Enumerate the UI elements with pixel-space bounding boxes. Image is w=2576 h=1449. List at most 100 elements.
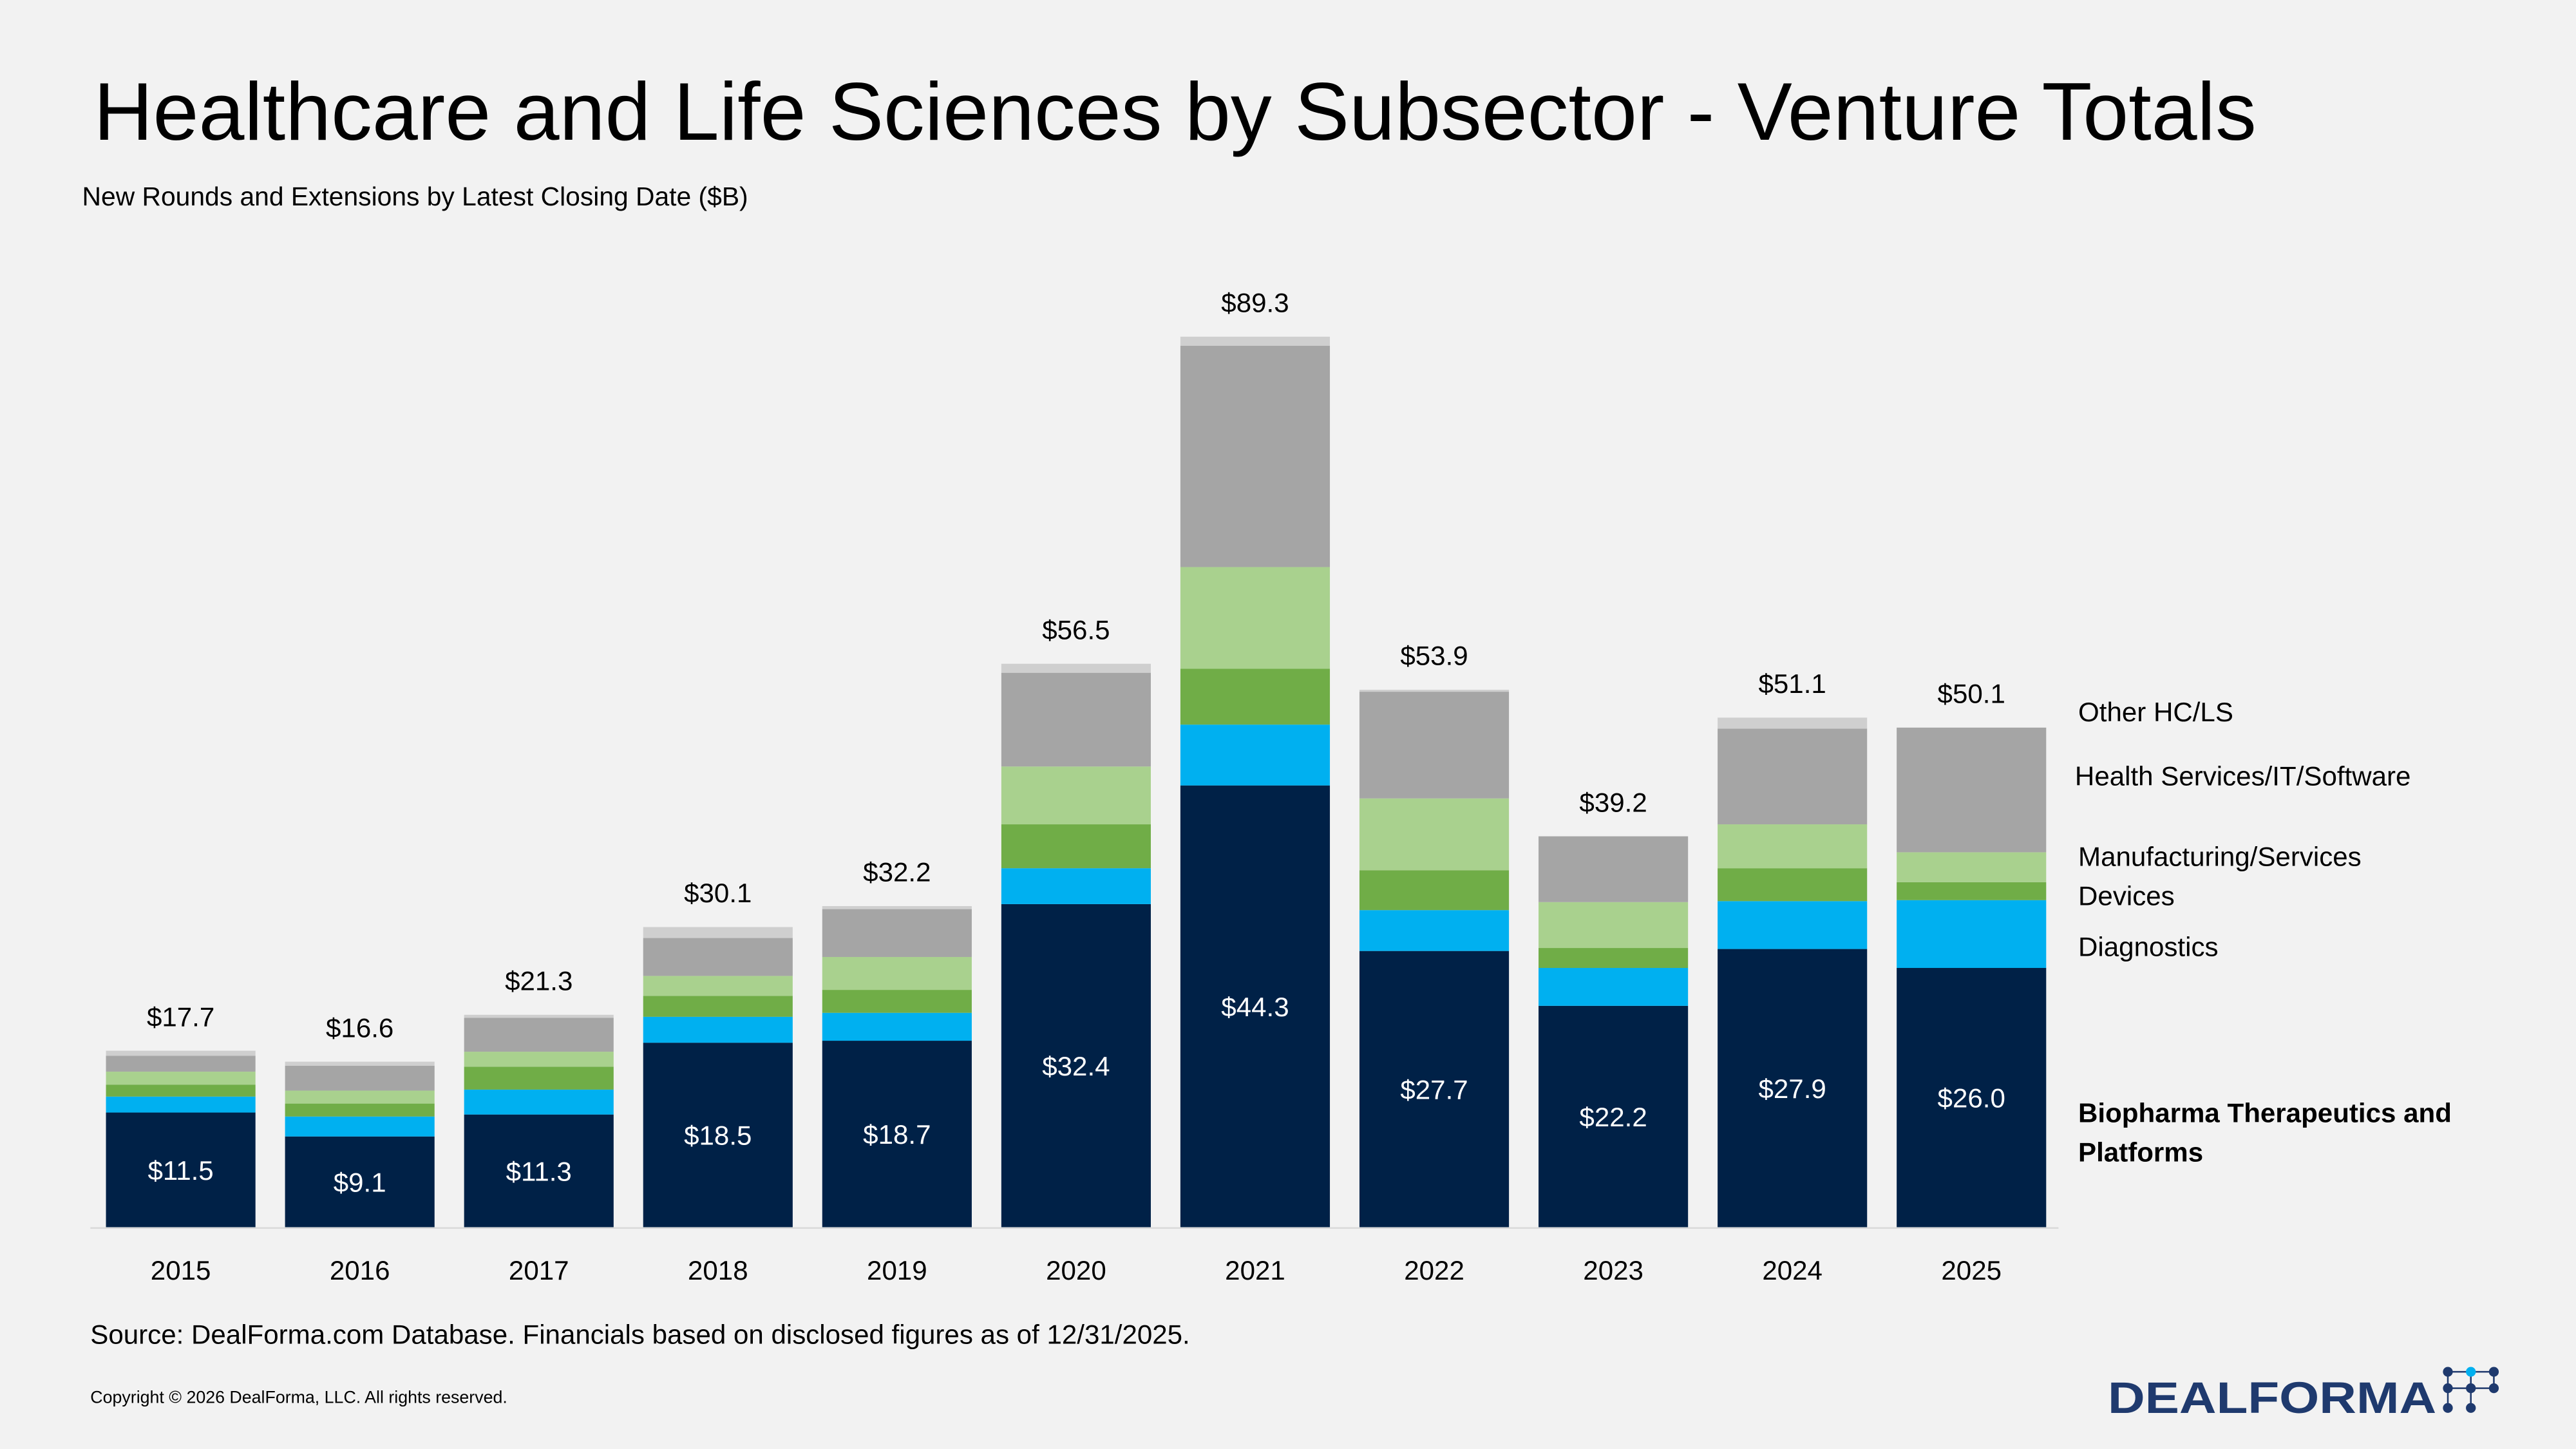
bar-segment-2022-s4 xyxy=(1359,692,1510,799)
legend-health-services: Health Services/IT/Software xyxy=(2075,761,2411,791)
bar-segment-2016-s3 xyxy=(285,1090,435,1104)
bar-segment-2015-s0 xyxy=(106,1112,256,1227)
legend-other: Other HC/LS xyxy=(2078,697,2233,727)
bar-value-label: $32.4 xyxy=(1042,1051,1110,1081)
bar-segment-2016-s0 xyxy=(285,1136,435,1227)
bar-segment-2019-s2 xyxy=(822,990,972,1013)
bar-segment-2018-s0 xyxy=(643,1043,793,1227)
bar-segment-2024-s3 xyxy=(1718,824,1868,869)
bar-segment-2018-s1 xyxy=(643,1016,793,1043)
logo-text: DEALFORMA xyxy=(2108,1373,2436,1423)
bar-segment-2021-s2 xyxy=(1180,668,1331,725)
x-tick-label: 2024 xyxy=(1762,1255,1823,1285)
bar-segment-2019-s3 xyxy=(822,956,972,990)
bar-segment-2023-s1 xyxy=(1539,968,1689,1006)
bar-segment-2023-s0 xyxy=(1539,1005,1689,1227)
bar-total-label: $32.2 xyxy=(863,857,931,887)
x-axis-ticks: 2015 2016 2017 2018 2019 2020 2021 2022 2023 2024… xyxy=(151,1255,2002,1285)
bar-segment-2021-s5 xyxy=(1180,336,1331,346)
bar-segment-2025-s0 xyxy=(1897,968,2047,1227)
bar-segment-2023-s2 xyxy=(1539,948,1689,969)
bar-segment-2019-s1 xyxy=(822,1012,972,1041)
bar-value-label: $27.9 xyxy=(1759,1074,1826,1104)
source-note: Source: DealForma.com Database. Financia… xyxy=(90,1320,1189,1350)
bar-segment-2020-s4 xyxy=(1001,672,1151,767)
x-tick-label: 2016 xyxy=(330,1255,390,1285)
legend-devices: Devices xyxy=(2078,881,2175,911)
bar-segment-2021-s3 xyxy=(1180,567,1331,669)
bar-total-label: $53.9 xyxy=(1400,641,1468,671)
bar-segment-2018-s2 xyxy=(643,996,793,1017)
legend-manufacturing: Manufacturing/Services xyxy=(2078,841,2362,871)
bar-segment-2017-s4 xyxy=(464,1018,614,1052)
dealforma-logo: DEALFORMA xyxy=(2108,1367,2499,1423)
bar-segment-2024-s4 xyxy=(1718,728,1868,825)
bar-total-label: $56.5 xyxy=(1042,614,1110,645)
bar-segment-2024-s5 xyxy=(1718,717,1868,729)
bar-segment-2015-s2 xyxy=(106,1084,256,1097)
bar-segment-2019-s4 xyxy=(822,909,972,957)
bar-segment-2022-s3 xyxy=(1359,798,1510,871)
bar-value-label: $18.5 xyxy=(684,1121,752,1151)
bar-value-label: $11.5 xyxy=(148,1155,214,1186)
bar-total-label: $89.3 xyxy=(1221,288,1289,318)
bar-segment-2022-s5 xyxy=(1359,689,1510,692)
bar-segment-2025-s2 xyxy=(1897,882,2047,900)
bar-segment-2015-s5 xyxy=(106,1050,256,1056)
bar-total-label: $16.6 xyxy=(326,1012,393,1043)
bars: $11.5 $17.7 $9.1 $16.6 $11.3 $21.3 $18.5 $30.1 $… xyxy=(106,288,2047,1227)
chart-subtitle: New Rounds and Extensions by Latest Clos… xyxy=(82,182,748,211)
bar-segment-2024-s1 xyxy=(1718,901,1868,949)
bar-segment-2025-s3 xyxy=(1897,852,2047,882)
bar-segment-2017-s0 xyxy=(464,1114,614,1227)
x-tick-label: 2015 xyxy=(151,1255,211,1285)
logo-network-icon xyxy=(2443,1367,2499,1413)
bar-segment-2017-s2 xyxy=(464,1066,614,1090)
bar-value-label: $27.7 xyxy=(1400,1074,1468,1104)
bar-segment-2017-s1 xyxy=(464,1089,614,1115)
bar-segment-2018-s5 xyxy=(643,927,793,938)
bar-segment-2016-s2 xyxy=(285,1103,435,1117)
x-tick-label: 2018 xyxy=(688,1255,748,1285)
x-tick-label: 2020 xyxy=(1046,1255,1106,1285)
x-tick-label: 2021 xyxy=(1225,1255,1285,1285)
x-tick-label: 2023 xyxy=(1583,1255,1643,1285)
bar-segment-2023-s4 xyxy=(1539,836,1689,902)
x-tick-label: 2017 xyxy=(509,1255,569,1285)
legend: Other HC/LS Health Services/IT/Software … xyxy=(2075,697,2452,1168)
bar-value-label: $11.3 xyxy=(506,1156,572,1186)
bar-segment-2016-s5 xyxy=(285,1061,435,1066)
bar-segment-2016-s1 xyxy=(285,1116,435,1137)
bar-value-label: $44.3 xyxy=(1221,992,1289,1022)
page-title: Healthcare and Life Sciences by Subsecto… xyxy=(93,66,2256,158)
legend-biopharma-line1: Biopharma Therapeutics and xyxy=(2078,1097,2452,1128)
bar-segment-2017-s5 xyxy=(464,1014,614,1018)
bar-total-label: $51.1 xyxy=(1759,668,1826,699)
bar-segment-2015-s3 xyxy=(106,1072,256,1085)
bar-segment-2018-s3 xyxy=(643,976,793,996)
x-tick-label: 2025 xyxy=(1941,1255,2002,1285)
bar-segment-2025-s1 xyxy=(1897,900,2047,969)
bar-total-label: $21.3 xyxy=(505,966,573,996)
bar-segment-2020-s0 xyxy=(1001,904,1151,1227)
bar-segment-2021-s0 xyxy=(1180,785,1331,1227)
bar-segment-2020-s5 xyxy=(1001,663,1151,673)
bar-value-label: $26.0 xyxy=(1938,1083,2005,1113)
bar-total-label: $50.1 xyxy=(1938,679,2005,709)
copyright: Copyright © 2026 DealForma, LLC. All rig… xyxy=(90,1388,507,1407)
bar-value-label: $22.2 xyxy=(1579,1102,1647,1132)
bar-segment-2017-s3 xyxy=(464,1052,614,1067)
bar-segment-2025-s4 xyxy=(1897,727,2047,853)
bar-segment-2016-s4 xyxy=(285,1065,435,1091)
bar-segment-2020-s2 xyxy=(1001,824,1151,869)
bar-segment-2019-s0 xyxy=(822,1041,972,1227)
bar-total-label: $30.1 xyxy=(684,878,752,908)
bar-value-label: $9.1 xyxy=(334,1167,386,1197)
bar-segment-2019-s5 xyxy=(822,906,972,909)
bar-segment-2024-s0 xyxy=(1718,949,1868,1227)
bar-segment-2015-s4 xyxy=(106,1056,256,1072)
bar-total-label: $39.2 xyxy=(1579,787,1647,817)
bar-segment-2021-s1 xyxy=(1180,724,1331,786)
x-tick-label: 2022 xyxy=(1404,1255,1464,1285)
